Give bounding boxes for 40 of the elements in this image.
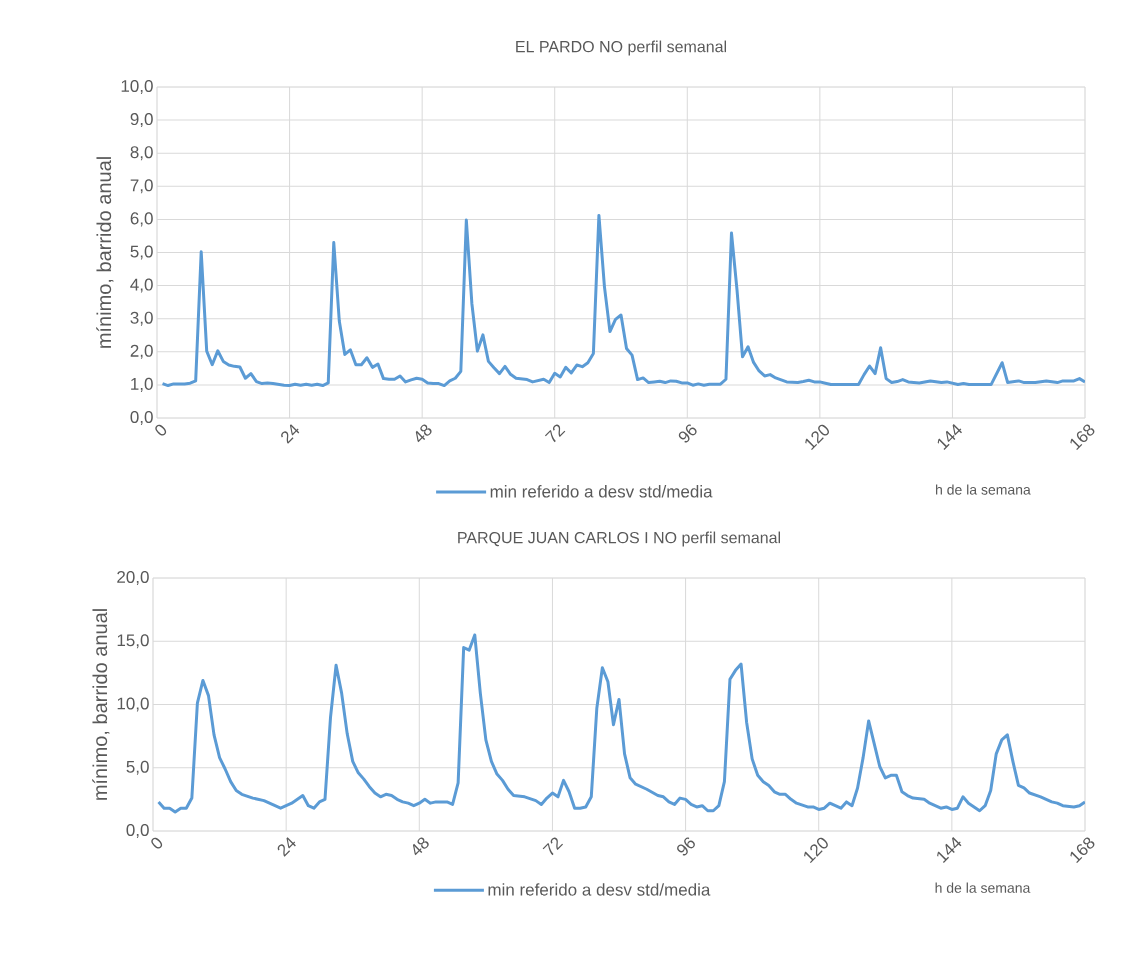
y-axis-title: mínimo, barrido anual [92, 609, 110, 800]
y-tick-label: 8,0 [130, 146, 153, 161]
x-tick-label: 72 [544, 424, 566, 443]
x-tick-label: 48 [412, 837, 429, 856]
y-tick-label: 20,0 [117, 570, 149, 586]
y-tick-label: 10,0 [121, 79, 153, 95]
x-tick-label: 96 [677, 837, 695, 856]
x-tick-label: 72 [542, 837, 564, 856]
y-tick-label: 1,0 [131, 377, 153, 392]
x-tick-label: 168 [1070, 837, 1095, 864]
chart-title: EL PARDO NO perfil semanal [516, 40, 727, 56]
y-axis-title: mínimo, barrido anual [96, 157, 114, 348]
x-tick-label: 168 [1070, 424, 1095, 451]
x-tick-label: 0 [155, 424, 167, 436]
x-tick-label: 120 [805, 424, 829, 451]
y-tick-label: 15,0 [117, 634, 149, 649]
y-tick-label: 2,0 [130, 344, 153, 359]
y-tick-label: 0,0 [126, 823, 149, 839]
legend-label: min referido a desv std/media [490, 485, 713, 498]
x-axis-title: h de la semana [936, 484, 1031, 495]
x-tick-label: 144 [937, 837, 962, 863]
x-tick-label: 48 [415, 424, 432, 443]
x-axis-title: h de la semana [935, 882, 1031, 893]
y-tick-label: 5,0 [130, 245, 153, 260]
chart-title: PARQUE JUAN CARLOS I NO perfil semanal [458, 531, 780, 547]
x-tick-label: 24 [277, 837, 296, 857]
x-tick-label: 96 [678, 424, 697, 443]
y-tick-label: 7,0 [130, 179, 153, 194]
y-tick-label: 0,0 [130, 410, 153, 426]
x-tick-label: 0 [151, 837, 163, 849]
x-tick-label: 144 [937, 424, 963, 450]
x-tick-label: 24 [281, 424, 300, 444]
y-tick-label: 3,0 [130, 311, 153, 326]
y-tick-label: 4,0 [130, 278, 153, 293]
y-tick-label: 5,0 [126, 760, 149, 775]
y-tick-label: 10,0 [117, 697, 149, 712]
x-tick-label: 120 [804, 837, 828, 864]
y-tick-label: 9,0 [130, 113, 153, 128]
y-tick-label: 6,0 [130, 212, 153, 227]
legend-label: min referido a desv std/media [488, 883, 711, 896]
